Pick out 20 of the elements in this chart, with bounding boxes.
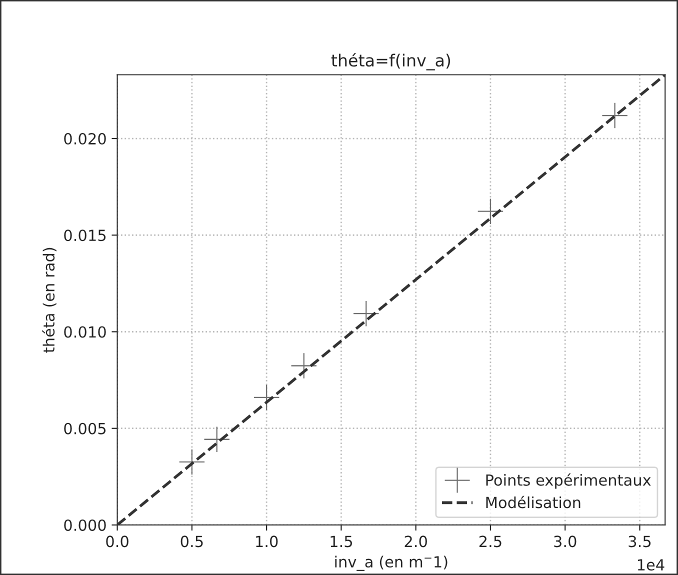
y-tick-label: 0.015 — [64, 230, 106, 242]
point — [602, 102, 628, 128]
y-tick-label: 0.000 — [64, 519, 106, 531]
x-tick-label: 2.5 — [479, 536, 502, 548]
y-tick-label: 0.020 — [64, 132, 106, 145]
legend-label: Points expérimentaux — [486, 473, 651, 489]
x-tick-label: 0.0 — [106, 536, 128, 548]
x-tick-label: 3.5 — [628, 536, 651, 548]
text: 1e4 — [638, 559, 664, 571]
x-tick-label: 1.5 — [330, 536, 352, 548]
legend-label: Modélisation — [486, 496, 580, 508]
y-tick-label: 0.005 — [64, 422, 106, 434]
x-tick-label: 1.0 — [256, 536, 278, 548]
y-axis-title: théta (en rad) — [42, 248, 56, 353]
y-tick-label: 0.010 — [64, 326, 106, 338]
x-axis-title: inv_a (en m$^{−}$1) — [335, 556, 448, 571]
x-tick-label: 0.5 — [180, 536, 203, 548]
x-tick-label: 3.0 — [554, 536, 576, 548]
chart-title: théta=f(inv_a) — [331, 53, 450, 70]
x-tick-label: 2.0 — [404, 536, 427, 548]
